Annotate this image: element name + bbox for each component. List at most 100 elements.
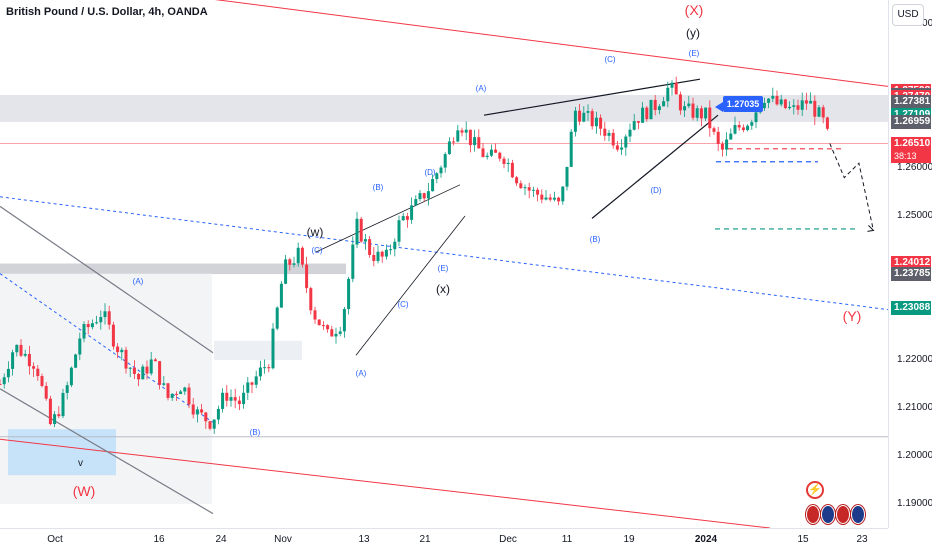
candle bbox=[111, 324, 115, 347]
us-flag-icon bbox=[851, 505, 865, 524]
candle bbox=[40, 376, 44, 386]
candle bbox=[342, 309, 346, 332]
box-label: v bbox=[78, 458, 83, 469]
plot-area[interactable] bbox=[0, 0, 888, 528]
candle bbox=[99, 317, 103, 323]
candle bbox=[82, 324, 86, 339]
price-tick: 1.22000 bbox=[897, 354, 932, 365]
chart-title: British Pound / U.S. Dollar, 4h, OANDA bbox=[6, 6, 208, 18]
support-zone bbox=[0, 263, 346, 275]
candle bbox=[380, 251, 384, 257]
candle bbox=[74, 354, 78, 368]
candle bbox=[225, 392, 229, 401]
candle bbox=[447, 141, 451, 155]
candle bbox=[6, 368, 10, 378]
wave-label: (y) bbox=[686, 26, 700, 40]
wave-label: (C) bbox=[397, 300, 409, 309]
candle bbox=[170, 393, 174, 398]
candle bbox=[754, 112, 758, 123]
candle bbox=[107, 311, 111, 325]
candle bbox=[363, 239, 367, 242]
candle bbox=[699, 108, 703, 119]
wave-label: (X) bbox=[684, 2, 704, 18]
us-flag-icon bbox=[821, 505, 835, 524]
candle bbox=[729, 133, 733, 140]
candle bbox=[746, 125, 750, 131]
candle bbox=[376, 251, 380, 261]
candle bbox=[506, 162, 510, 164]
candle bbox=[565, 166, 569, 187]
candle bbox=[141, 366, 145, 380]
candle bbox=[456, 130, 460, 142]
price-tick: 1.20000 bbox=[897, 450, 932, 461]
candle bbox=[599, 117, 603, 129]
candle bbox=[557, 197, 561, 202]
candle bbox=[23, 353, 27, 356]
candle bbox=[246, 382, 250, 393]
candle bbox=[44, 385, 48, 399]
wave-label: (D) bbox=[424, 168, 436, 177]
candle bbox=[36, 368, 40, 377]
candle bbox=[69, 367, 73, 386]
candle bbox=[359, 218, 363, 242]
time-tick: 16 bbox=[153, 534, 165, 545]
candle bbox=[95, 322, 99, 324]
candle bbox=[254, 376, 258, 385]
time-tick: 11 bbox=[561, 534, 573, 545]
price-tick: 1.26000 bbox=[897, 162, 932, 173]
time-axis[interactable]: Oct 16 24 Nov 13 21 Dec 11 19 2024 15 23 bbox=[0, 528, 888, 550]
candle bbox=[494, 149, 498, 153]
candle bbox=[435, 173, 439, 180]
current-price-value: 1.26510 bbox=[894, 137, 931, 149]
candle bbox=[737, 125, 741, 128]
candle bbox=[750, 122, 754, 126]
candle bbox=[775, 95, 779, 105]
candle bbox=[548, 197, 552, 200]
candle bbox=[288, 259, 292, 265]
candle bbox=[271, 328, 275, 369]
candle bbox=[691, 103, 695, 118]
candle bbox=[305, 264, 309, 289]
wave-label: (w) bbox=[306, 225, 324, 239]
candle bbox=[498, 152, 502, 159]
wave-label: (A) bbox=[475, 84, 487, 93]
candle bbox=[57, 414, 61, 417]
candle bbox=[237, 400, 241, 405]
candle bbox=[250, 382, 254, 385]
candle bbox=[174, 393, 178, 395]
time-tick: Dec bbox=[499, 534, 517, 545]
candle bbox=[292, 263, 296, 265]
candle bbox=[485, 155, 489, 157]
channel-upper-line bbox=[0, 205, 214, 354]
candle bbox=[792, 105, 796, 107]
target-box bbox=[8, 429, 116, 476]
candle bbox=[473, 137, 477, 146]
channel-lower-line bbox=[0, 388, 214, 515]
candle bbox=[804, 100, 808, 104]
currency-button[interactable]: USD bbox=[892, 4, 924, 26]
price-callout: 1.27035 bbox=[715, 96, 763, 112]
candle bbox=[809, 100, 813, 104]
candle bbox=[800, 100, 804, 110]
tradingview-logo-icon: ⚡ bbox=[806, 481, 824, 499]
candle bbox=[300, 247, 304, 265]
candle bbox=[561, 186, 565, 202]
price-tick: 1.25000 bbox=[897, 210, 932, 221]
time-tick: Oct bbox=[47, 534, 63, 545]
current-price-badge: 1.26510 38:13 bbox=[891, 136, 931, 163]
candle bbox=[2, 377, 6, 385]
candle bbox=[405, 216, 409, 220]
candle bbox=[452, 141, 456, 143]
candle bbox=[132, 367, 136, 374]
candle bbox=[653, 99, 657, 111]
candle bbox=[813, 100, 817, 117]
candle bbox=[279, 283, 283, 308]
candle bbox=[275, 307, 279, 329]
candle bbox=[573, 110, 577, 132]
consolidation-zone bbox=[214, 340, 302, 360]
candle bbox=[481, 148, 485, 157]
price-badge: 1.27381 bbox=[891, 94, 931, 109]
candle bbox=[670, 82, 674, 88]
candle bbox=[296, 247, 300, 264]
candle bbox=[716, 131, 720, 144]
